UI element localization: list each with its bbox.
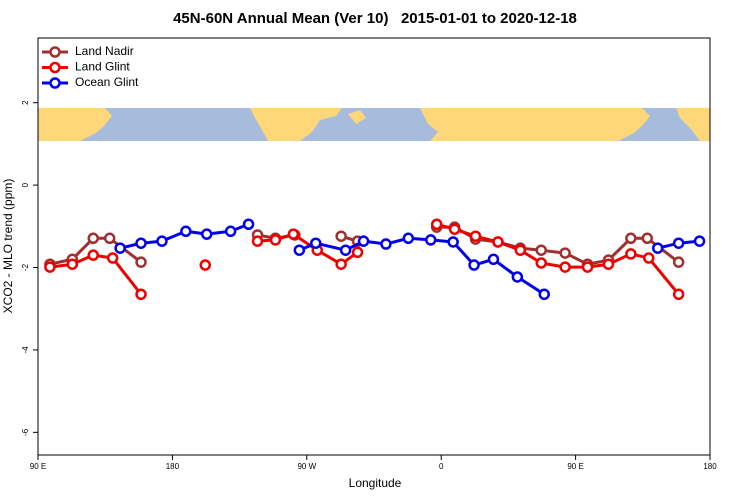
data-point xyxy=(448,223,461,235)
legend-marker xyxy=(49,46,61,58)
data-point xyxy=(514,244,527,256)
data-point xyxy=(200,228,213,240)
data-point xyxy=(351,246,364,259)
data-point xyxy=(581,261,594,273)
data-point xyxy=(430,218,443,230)
x-axis-label: Longitude xyxy=(349,476,402,490)
data-point xyxy=(103,232,116,245)
chart-title: 45N-60N Annual Mean (Ver 10) 2015-01-01 … xyxy=(173,10,577,27)
x-tick-label: 90 E xyxy=(30,462,46,471)
data-point xyxy=(310,237,322,249)
data-point xyxy=(335,230,347,242)
data-point xyxy=(242,218,255,230)
data-point xyxy=(651,242,664,254)
data-point xyxy=(559,247,571,259)
data-point xyxy=(156,235,168,247)
data-point xyxy=(693,235,706,247)
data-point xyxy=(641,232,654,245)
world-map xyxy=(38,108,710,141)
data-point xyxy=(44,261,56,273)
data-point xyxy=(357,235,370,247)
data-point xyxy=(559,261,571,273)
plot-frame xyxy=(37,37,711,456)
data-point xyxy=(199,259,212,271)
data-point xyxy=(492,236,504,248)
data-point xyxy=(114,242,126,254)
x-tick-label: 0 xyxy=(439,462,444,471)
data-point xyxy=(87,249,100,261)
data-point xyxy=(487,253,500,266)
data-point xyxy=(538,288,550,301)
y-axis-label: XCO2 - MLO trend (ppm) xyxy=(1,179,15,314)
x-tick-label: 90 E xyxy=(567,462,583,471)
data-point xyxy=(380,238,392,250)
data-point xyxy=(106,252,119,264)
data-point xyxy=(135,288,147,301)
data-point xyxy=(269,234,282,246)
data-point xyxy=(672,256,685,268)
data-point xyxy=(287,228,300,240)
data-point xyxy=(87,232,100,245)
data-point xyxy=(402,232,415,245)
data-point xyxy=(293,244,306,256)
data-point xyxy=(672,237,685,249)
x-tick-label: 180 xyxy=(703,462,717,471)
legend-label: Ocean Glint xyxy=(75,75,139,89)
x-tick-label: 90 W xyxy=(297,462,316,471)
legend-label: Land Glint xyxy=(75,60,130,74)
y-tick-label: -2 xyxy=(21,263,30,271)
data-point xyxy=(625,248,637,260)
legend-marker xyxy=(49,61,61,74)
data-point xyxy=(468,259,480,271)
data-point xyxy=(339,244,352,256)
data-point xyxy=(135,256,147,268)
data-point xyxy=(447,236,459,248)
data-point xyxy=(535,257,548,269)
data-point xyxy=(469,230,482,242)
y-tick-label: -6 xyxy=(21,428,30,436)
y-tick-label: 0 xyxy=(21,182,30,187)
data-point xyxy=(224,225,237,238)
y-tick-label: -4 xyxy=(21,346,30,354)
legend-marker xyxy=(49,77,61,89)
x-tick-label: 180 xyxy=(166,462,180,471)
y-tick-label: 2 xyxy=(21,100,30,105)
data-point xyxy=(66,258,79,270)
data-point xyxy=(511,271,524,283)
data-point xyxy=(602,258,615,270)
data-point xyxy=(135,237,147,249)
data-point xyxy=(535,244,548,256)
data-point xyxy=(672,288,685,301)
data-point xyxy=(251,235,264,247)
legend-label: Land Nadir xyxy=(75,44,134,58)
data-point xyxy=(424,234,437,246)
data-point xyxy=(335,258,347,270)
data-point xyxy=(625,232,637,245)
data-point xyxy=(643,252,655,264)
data-point xyxy=(180,225,192,238)
